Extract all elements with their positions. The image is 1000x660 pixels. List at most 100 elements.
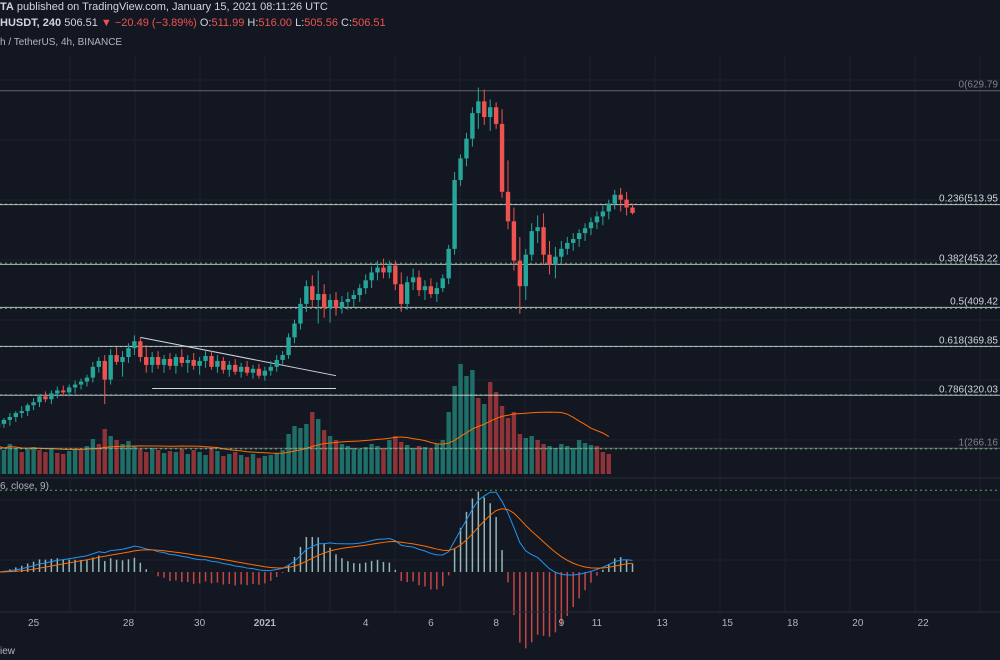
volume-bar <box>470 370 475 474</box>
volume-bar <box>363 447 368 474</box>
volume-bar <box>185 454 190 474</box>
candle-body <box>43 396 48 400</box>
candle-body <box>327 299 333 308</box>
candle-body <box>161 358 167 365</box>
volume-bar <box>126 441 131 474</box>
volume-bar <box>250 454 256 474</box>
candle-body <box>606 203 611 212</box>
candle-body <box>310 286 315 300</box>
candle-body <box>470 113 475 139</box>
volume-bar <box>517 434 523 474</box>
candle-body <box>191 359 196 366</box>
volume-bar <box>458 364 463 474</box>
fib-level-label: 0.382(453.22 <box>939 253 998 264</box>
candle-body <box>102 360 107 380</box>
volume-bar <box>410 448 416 474</box>
fibonacci-retracement: 0(629.79 0.236(513.95 0.382(453.22 0.5(409.… <box>0 80 1000 449</box>
candle-body <box>523 254 528 287</box>
volume-bar <box>588 445 594 474</box>
candle-body <box>351 295 356 299</box>
candle-body <box>464 138 469 159</box>
low-value: 505.56 <box>304 17 338 29</box>
candle-body <box>375 267 380 273</box>
volume-bar <box>13 448 18 474</box>
candle-body <box>363 280 368 289</box>
volume-bar <box>191 450 196 474</box>
candle-body <box>55 390 60 394</box>
volume-bar <box>25 449 30 474</box>
volume-ma-line <box>0 411 610 454</box>
volume-bar <box>440 440 445 474</box>
open-label: O: <box>199 17 212 29</box>
volume-bar <box>529 436 534 474</box>
volume-bar <box>7 444 13 474</box>
candle-body <box>155 357 161 365</box>
candle-body <box>61 390 66 393</box>
candle-body <box>167 358 173 366</box>
volume-bar <box>221 456 226 474</box>
candle-body <box>144 357 149 365</box>
publish-info: TA published on TradingView.com, January… <box>0 1 328 13</box>
volume-bar <box>333 440 339 474</box>
volume-bar <box>149 448 155 474</box>
volume-bar <box>582 443 588 474</box>
volume-bars <box>0 364 611 474</box>
candle-body <box>173 357 179 366</box>
candle-body <box>482 101 487 118</box>
candle-body <box>25 405 30 412</box>
candle-body <box>185 359 190 363</box>
author-name[interactable]: TA <box>0 1 14 13</box>
candle-body <box>84 377 90 382</box>
candle-body <box>410 277 416 283</box>
volume-bar <box>298 428 303 474</box>
candle-body <box>393 265 398 285</box>
candle-body <box>612 194 617 204</box>
volume-bar <box>227 454 232 474</box>
candle-body <box>333 299 339 308</box>
candle-body <box>292 323 297 338</box>
candle-body <box>250 368 256 373</box>
volume-bar <box>173 452 179 474</box>
candle-body <box>304 286 309 304</box>
publish-text: published on TradingView.com, January 15… <box>13 1 328 13</box>
x-axis-tick-label: 11 <box>592 618 603 629</box>
high-value: 516.00 <box>258 17 293 29</box>
volume-bar <box>66 451 72 474</box>
candle-body <box>582 228 588 234</box>
candle-body <box>565 242 570 249</box>
x-axis-tick-label: 20 <box>852 618 864 629</box>
candle-body <box>553 256 558 265</box>
volume-bar <box>600 452 606 474</box>
volume-bar <box>499 406 505 474</box>
volume-bar <box>565 446 570 474</box>
candle-body <box>209 356 214 367</box>
candle-body <box>221 360 226 370</box>
candle-body <box>72 384 78 388</box>
candle-body <box>499 123 505 192</box>
candle-body <box>630 207 635 213</box>
candle-body <box>78 381 84 385</box>
volume-bar <box>155 450 161 474</box>
volume-bar <box>399 442 404 474</box>
candle-body <box>280 355 285 360</box>
pair-info: h / TetherUS, 4h, BINANCE <box>0 37 123 48</box>
volume-bar <box>559 444 564 474</box>
volume-bar <box>505 418 511 474</box>
volume-bar <box>381 448 386 474</box>
macd-indicator-label: 6, close, 9) <box>0 481 49 492</box>
ohlc-legend: HUSDT, 240 506.51 ▼ −20.49 (−3.89%) O:51… <box>0 17 386 29</box>
candle-body <box>357 288 362 296</box>
volume-bar <box>511 412 517 474</box>
volume-bar <box>238 455 244 474</box>
volume-bar <box>209 448 214 474</box>
candle-body <box>298 303 303 324</box>
candle-body <box>571 239 576 243</box>
candle-body <box>203 356 208 361</box>
price-change: ▼ −20.49 (−3.89%) <box>100 17 197 29</box>
candle-body <box>96 360 102 367</box>
candle-body <box>452 180 457 249</box>
volume-bar <box>553 448 558 474</box>
volume-bar <box>120 444 125 474</box>
volume-bar <box>256 458 262 474</box>
